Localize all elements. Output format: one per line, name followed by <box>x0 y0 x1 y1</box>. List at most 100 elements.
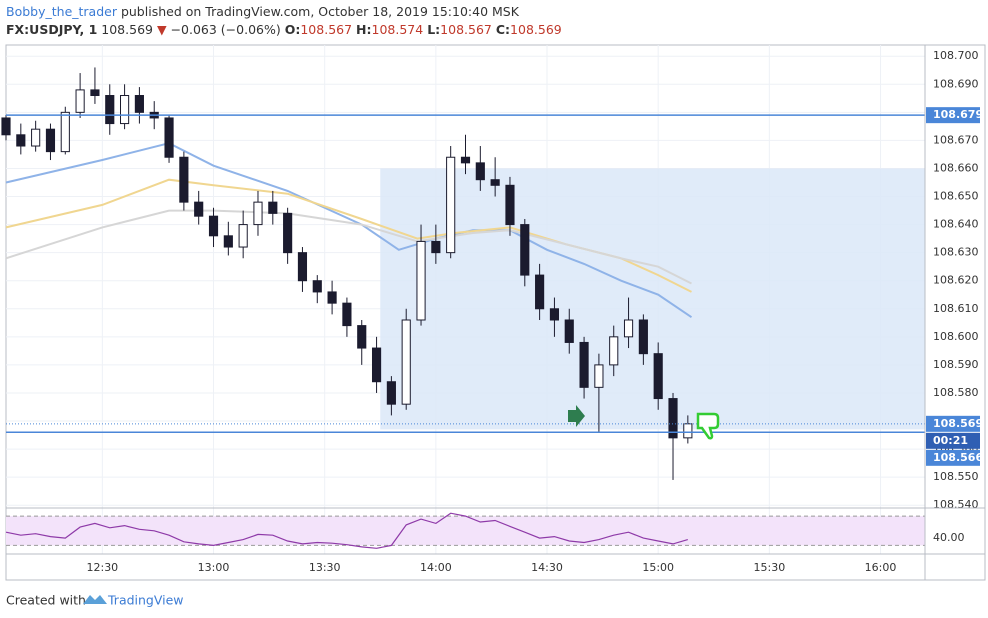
candle-body <box>312 280 322 293</box>
candle-body <box>386 381 396 405</box>
y-tick-label: 108.590 <box>933 358 979 371</box>
candle-body <box>164 117 174 158</box>
high: 108.574 <box>372 22 424 37</box>
footer-brand[interactable]: TradingView <box>107 593 184 608</box>
y-tick-label: 108.640 <box>933 218 979 231</box>
candle-body <box>1 117 11 136</box>
price-tag-label: 108.679 <box>933 108 983 121</box>
chart-frame <box>5 44 986 581</box>
price-tag-label: 108.566 <box>933 451 983 464</box>
candle-body <box>446 156 456 254</box>
y-tick-label: 108.630 <box>933 246 979 259</box>
price-tag <box>926 415 980 432</box>
price-tag-label: 00:21 <box>933 434 968 447</box>
o-label: O: <box>285 22 301 37</box>
candle-body <box>505 184 515 226</box>
price-tag <box>926 449 980 466</box>
y-tick-label: 108.620 <box>933 274 979 287</box>
candle-body <box>342 302 352 327</box>
x-tick-label: 15:30 <box>754 561 786 574</box>
candle-body <box>283 212 293 254</box>
candle-body <box>75 89 85 113</box>
candle-body <box>579 341 589 388</box>
arrow-icon <box>568 405 585 427</box>
arrow: ▼ <box>157 22 167 37</box>
symbol: FX:USDJPY, 1 <box>6 22 97 37</box>
price-tag <box>926 107 980 124</box>
thumb-down-icon <box>696 412 720 440</box>
candle-body <box>416 240 426 321</box>
candle-body <box>653 353 663 400</box>
y-tick-label: 108.580 <box>933 386 979 399</box>
y-tick-label: 108.600 <box>933 330 979 343</box>
candle-body <box>105 95 115 125</box>
published: published on TradingView.com, October 18… <box>121 4 520 19</box>
h-label: H: <box>356 22 371 37</box>
author[interactable]: Bobby_the_trader <box>6 4 118 19</box>
x-tick-label: 14:00 <box>420 561 452 574</box>
candle-body <box>623 319 634 338</box>
rsi-band <box>6 516 925 546</box>
candle-body <box>549 308 560 321</box>
y-tick-label: 108.660 <box>933 161 979 174</box>
x-tick-label: 14:30 <box>531 561 563 574</box>
y-tick-label: 108.610 <box>933 302 979 315</box>
candle-body <box>401 319 411 405</box>
symbol-line: FX:USDJPY, 1 108.569 ▼ −0.063 (−0.06%) O… <box>6 22 562 37</box>
candle-body <box>238 224 248 248</box>
candle-body <box>371 347 382 383</box>
y-tick-label: 108.540 <box>933 498 979 511</box>
candle-body <box>475 162 485 181</box>
candle-body <box>45 128 56 153</box>
tv-logo <box>83 595 107 604</box>
price-tag-label: 108.569 <box>933 417 983 430</box>
candle-body <box>594 364 604 388</box>
last: 108.569 <box>101 22 153 37</box>
header-line: Bobby_the_trader published on TradingVie… <box>6 4 520 19</box>
x-tick-label: 16:00 <box>865 561 897 574</box>
candle-body <box>208 215 219 237</box>
candle-body <box>16 134 26 147</box>
rsi-line <box>5 512 688 549</box>
candle-body <box>179 156 189 203</box>
candle-body <box>60 111 70 153</box>
y-tick-label: 108.650 <box>933 190 979 203</box>
candle-body <box>490 179 500 186</box>
candle-body <box>609 336 619 366</box>
candle-body <box>253 201 263 226</box>
candle-body <box>535 274 545 310</box>
y-tick-label: 108.670 <box>933 133 979 146</box>
candle-body <box>223 235 233 248</box>
rsi-tick-label: 40.00 <box>933 531 965 544</box>
candle-body <box>90 89 100 97</box>
candle-body <box>638 319 648 355</box>
y-tick-label: 108.690 <box>933 77 979 90</box>
y-tick-label: 108.700 <box>933 49 979 62</box>
candle-body <box>268 201 278 214</box>
footer-created: Created with <box>6 593 86 608</box>
c-label: C: <box>496 22 510 37</box>
candle-body <box>120 95 130 125</box>
candle-body <box>31 128 41 147</box>
candle-body <box>431 240 441 254</box>
candle-body <box>460 156 471 164</box>
candle-body <box>520 224 530 276</box>
range-box <box>380 168 926 430</box>
candle-body <box>297 252 308 282</box>
close: 108.569 <box>510 22 562 37</box>
y-tick-label: 108.550 <box>933 470 979 483</box>
x-tick-label: 12:30 <box>86 561 118 574</box>
x-tick-label: 13:00 <box>198 561 230 574</box>
open: 108.567 <box>300 22 352 37</box>
x-tick-label: 13:30 <box>309 561 341 574</box>
x-tick-label: 15:00 <box>642 561 674 574</box>
l-label: L: <box>427 22 440 37</box>
low: 108.567 <box>440 22 492 37</box>
candle-body <box>683 423 693 439</box>
candle-body <box>357 325 367 349</box>
candle-body <box>327 291 337 304</box>
chart-layer: 108.700108.690108.680108.670108.660108.6… <box>1 45 983 574</box>
candle-body <box>134 95 144 113</box>
candle-body <box>668 398 678 439</box>
